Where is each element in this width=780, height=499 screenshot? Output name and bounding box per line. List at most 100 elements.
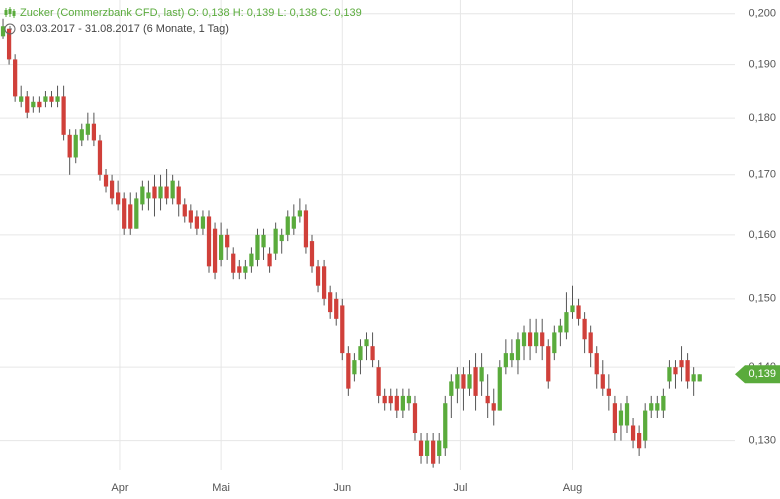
- candle-body: [649, 403, 654, 411]
- chart-title: Zucker (Commerzbank CFD, last) O: 0,138 …: [20, 7, 362, 19]
- candle-body: [261, 234, 266, 248]
- y-tick-label: 0,180: [748, 112, 776, 124]
- candle-body: [13, 59, 18, 97]
- candle-body: [255, 234, 260, 260]
- candle-body: [6, 28, 12, 60]
- candle-body: [643, 410, 648, 441]
- y-tick-label: 0,130: [748, 435, 776, 447]
- candle-body: [534, 332, 539, 347]
- candle-body: [406, 395, 412, 404]
- candle-body: [491, 403, 496, 411]
- candle-body: [328, 292, 333, 313]
- candle-body: [685, 360, 690, 382]
- candle-body: [219, 234, 224, 260]
- candle-body: [515, 339, 521, 361]
- candle-body: [176, 186, 181, 205]
- candle-body: [109, 180, 115, 199]
- candle-body: [558, 325, 563, 333]
- candle-body: [206, 216, 212, 267]
- candle-body: [231, 253, 236, 273]
- candle-body: [91, 123, 97, 141]
- candle-body: [103, 174, 109, 187]
- candle-body: [679, 360, 684, 368]
- candle-body: [540, 332, 545, 347]
- candle-body: [273, 228, 278, 254]
- candle-body: [164, 186, 169, 199]
- candle-body: [418, 440, 424, 456]
- candle-body: [600, 374, 605, 389]
- candle-body: [582, 318, 587, 340]
- candle-body: [128, 204, 133, 229]
- candle-body: [473, 367, 478, 396]
- candle-body: [424, 440, 430, 456]
- candle-body: [249, 253, 254, 267]
- candle-body: [624, 403, 630, 426]
- candle-body: [455, 374, 460, 389]
- candle-body: [570, 305, 575, 313]
- candle-body: [497, 367, 502, 411]
- candle-body: [291, 216, 296, 229]
- candle-body: [437, 440, 442, 456]
- candle-body: [358, 346, 363, 361]
- candle-body: [673, 367, 678, 375]
- candle-body: [364, 339, 369, 347]
- candle-body: [691, 374, 696, 382]
- chart-subtitle: 03.03.2017 - 31.08.2017 (6 Monate, 1 Tag…: [20, 23, 229, 35]
- candle-body: [630, 425, 636, 441]
- candle-body: [279, 234, 284, 242]
- candle-body: [376, 367, 381, 396]
- candle-body: [382, 395, 387, 404]
- candle-body: [170, 180, 175, 199]
- candle-body: [212, 228, 218, 273]
- y-tick-label: 0,150: [748, 293, 776, 305]
- candle-body: [134, 198, 139, 229]
- candle-body: [225, 234, 230, 248]
- y-tick-label: 0,160: [748, 229, 776, 241]
- candle-body: [55, 96, 60, 102]
- y-tick-label: 0,190: [748, 59, 776, 71]
- candle-body: [146, 192, 151, 199]
- candle-body: [503, 353, 508, 368]
- candle-body: [309, 241, 315, 267]
- grid: [0, 0, 735, 470]
- candle-body: [485, 395, 490, 404]
- candle-body: [527, 332, 533, 347]
- header-icon: [4, 7, 16, 35]
- candle-body: [637, 433, 642, 449]
- candle-body: [606, 388, 611, 396]
- candle-body: [49, 96, 54, 102]
- candle-body: [346, 353, 351, 389]
- candle-body: [697, 374, 702, 382]
- candle-body: [37, 101, 42, 108]
- candle-body: [297, 210, 302, 217]
- candle-body: [315, 266, 321, 286]
- candle-body: [449, 381, 454, 396]
- candle-body: [140, 186, 145, 205]
- candle-body: [194, 216, 200, 229]
- candle-body: [467, 374, 472, 389]
- candle-body: [461, 374, 466, 389]
- candle-body: [0, 26, 6, 37]
- candle-body: [521, 332, 527, 347]
- candle-body: [158, 186, 163, 199]
- candle-body: [667, 367, 672, 382]
- last-price-marker: [735, 365, 780, 384]
- candle-body: [509, 353, 515, 361]
- last-price-label: 0,139: [748, 368, 776, 380]
- candles: [0, 18, 702, 468]
- candle-body: [97, 140, 103, 175]
- candle-body: [79, 129, 84, 141]
- candle-body: [352, 360, 357, 375]
- candle-body: [25, 96, 30, 113]
- candle-body: [285, 216, 290, 235]
- candle-body: [334, 298, 339, 319]
- candle-body: [200, 216, 206, 229]
- candle-body: [479, 367, 484, 382]
- x-tick-label: Jul: [453, 482, 467, 494]
- candle-body: [19, 96, 24, 102]
- candle-body: [116, 192, 121, 205]
- candle-body: [612, 403, 618, 434]
- candle-body: [188, 210, 193, 223]
- candle-body: [388, 395, 393, 404]
